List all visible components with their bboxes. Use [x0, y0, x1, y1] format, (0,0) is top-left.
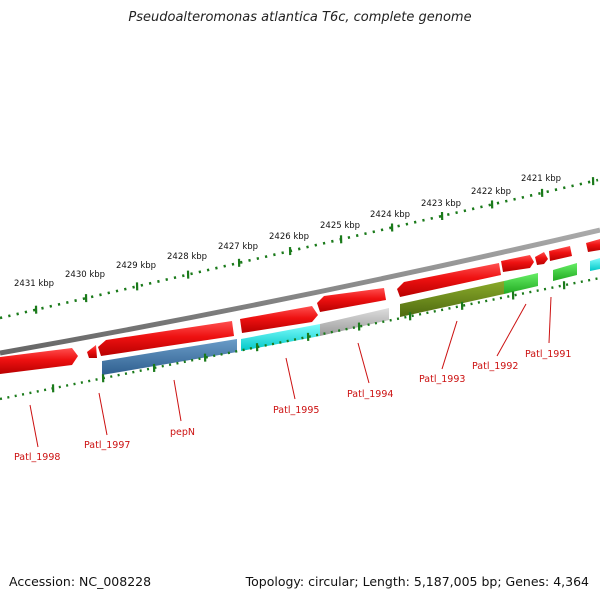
leader-line — [285, 357, 296, 400]
accession-text: Accession: NC_008228 — [9, 574, 152, 589]
gene-label: Patl_1993 — [419, 374, 465, 385]
kbp-label: 2426 kbp — [269, 232, 309, 242]
feature-segment — [241, 324, 320, 351]
leader-line — [441, 320, 458, 370]
gene-label: Patl_1992 — [472, 361, 518, 372]
gene-label: Patl_1995 — [273, 405, 319, 416]
gene-arrow — [0, 348, 78, 374]
gene-arrow — [535, 252, 548, 265]
gene-arrow — [397, 263, 501, 297]
gene-label-leaders — [29, 296, 552, 448]
gene-arrow — [317, 288, 386, 312]
gene-labels: Patl_1991 Patl_1992 Patl_1993 Patl_1994 … — [14, 349, 571, 463]
kbp-label: 2429 kbp — [116, 261, 156, 271]
gene-label: pepN — [170, 427, 195, 438]
kbp-label: 2421 kbp — [521, 174, 561, 184]
leader-line — [98, 392, 108, 436]
inner-ruler — [0, 276, 600, 401]
kbp-label: 2431 kbp — [14, 279, 54, 289]
kbp-label: 2428 kbp — [167, 252, 207, 262]
gene-arrow — [586, 239, 600, 252]
outer-ruler — [0, 177, 599, 320]
gene-arrow — [501, 255, 534, 272]
leader-line — [173, 379, 182, 422]
forward-strand-genes — [0, 239, 600, 374]
inner-ticks — [51, 281, 566, 393]
leader-line — [548, 296, 552, 344]
feature-segment — [320, 308, 389, 336]
feature-segment — [400, 281, 504, 317]
leader-line — [357, 342, 370, 384]
kbp-label: 2422 kbp — [471, 187, 511, 197]
kbp-label: 2423 kbp — [421, 199, 461, 209]
feature-segment — [102, 339, 237, 375]
leader-line — [29, 404, 39, 448]
kbp-label: 2430 kbp — [65, 270, 105, 280]
kbp-label: 2427 kbp — [218, 242, 258, 252]
gene-label: Patl_1994 — [347, 389, 393, 400]
genome-title: Pseudoalteromonas atlantica T6c, complet… — [128, 10, 472, 25]
outer-ruler-dots — [0, 178, 599, 320]
feature-segment — [553, 263, 577, 281]
kbp-label: 2425 kbp — [320, 221, 360, 231]
gene-label: Patl_1998 — [14, 452, 60, 463]
leader-line — [496, 303, 527, 357]
gene-arrow — [98, 321, 234, 356]
feature-segment — [504, 273, 538, 294]
gene-label: Patl_1991 — [525, 349, 571, 360]
major-ticks — [34, 177, 595, 314]
feature-segment — [590, 258, 600, 271]
genome-stats-text: Topology: circular; Length: 5,187,005 bp… — [245, 574, 589, 589]
scale-labels: 2421 kbp 2422 kbp 2423 kbp 2424 kbp 2425… — [14, 174, 561, 289]
gene-label: Patl_1997 — [84, 440, 130, 451]
feature-band — [102, 258, 600, 375]
gene-arrow — [87, 345, 97, 358]
gene-arrow — [549, 246, 572, 261]
gene-arrow — [240, 306, 318, 333]
kbp-label: 2424 kbp — [370, 210, 410, 220]
genome-backbone — [0, 227, 600, 356]
inner-ruler-dots — [0, 276, 600, 401]
